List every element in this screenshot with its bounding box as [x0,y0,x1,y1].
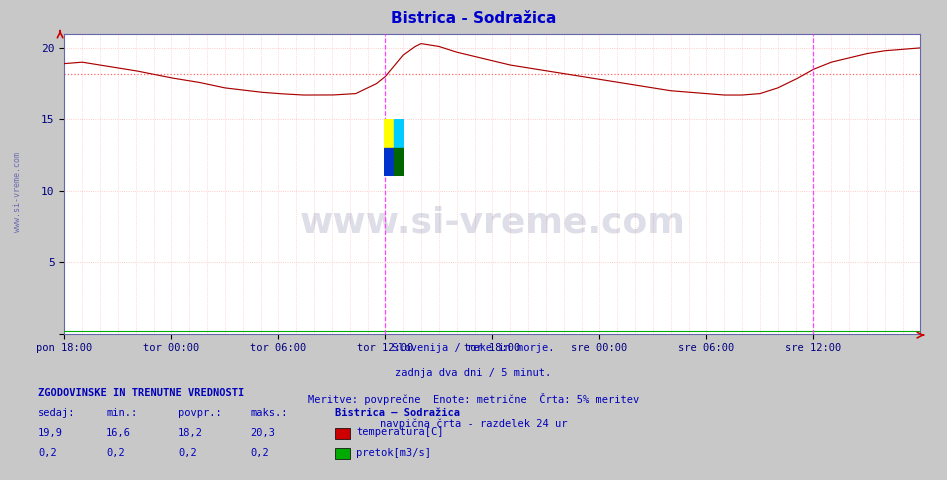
Text: 19,9: 19,9 [38,428,63,438]
Text: povpr.:: povpr.: [178,408,222,418]
Text: Meritve: povprečne  Enote: metrične  Črta: 5% meritev: Meritve: povprečne Enote: metrične Črta:… [308,393,639,405]
Text: zadnja dva dni / 5 minut.: zadnja dva dni / 5 minut. [396,368,551,378]
Text: maks.:: maks.: [250,408,288,418]
Text: 0,2: 0,2 [250,448,269,458]
Text: 0,2: 0,2 [38,448,57,458]
Text: pretok[m3/s]: pretok[m3/s] [356,447,431,457]
Bar [394,147,404,176]
Text: temperatura[C]: temperatura[C] [356,427,443,437]
Text: 0,2: 0,2 [106,448,125,458]
Text: 16,6: 16,6 [106,428,131,438]
Text: www.si-vreme.com: www.si-vreme.com [299,205,686,240]
Text: 0,2: 0,2 [178,448,197,458]
Text: Bistrica - Sodražica: Bistrica - Sodražica [391,11,556,26]
Bar [394,119,404,147]
Text: min.:: min.: [106,408,137,418]
Text: navpična črta - razdelek 24 ur: navpična črta - razdelek 24 ur [380,418,567,429]
Text: 20,3: 20,3 [250,428,275,438]
Text: sedaj:: sedaj: [38,408,76,418]
Text: 18,2: 18,2 [178,428,203,438]
Text: Bistrica – Sodražica: Bistrica – Sodražica [335,408,460,418]
Bar [384,147,394,176]
Text: www.si-vreme.com: www.si-vreme.com [12,152,22,232]
Text: ZGODOVINSKE IN TRENUTNE VREDNOSTI: ZGODOVINSKE IN TRENUTNE VREDNOSTI [38,388,244,398]
Bar [384,119,394,147]
Text: Slovenija / reke in morje.: Slovenija / reke in morje. [392,343,555,353]
